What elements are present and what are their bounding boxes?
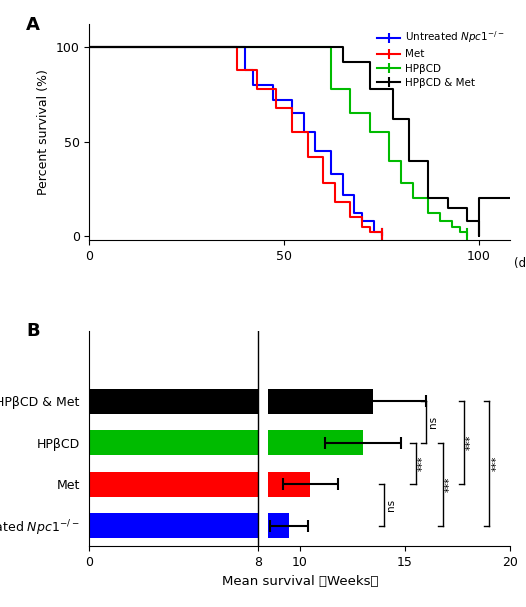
Bar (89, 430, 258, 455)
Legend: Untreated $\it{Npc1}$$^{-/-}$, Met, HPβCD, HPβCD & Met: Untreated $\it{Npc1}$$^{-/-}$, Met, HPβC… (377, 30, 505, 88)
Bar (268, 472, 310, 497)
Text: A: A (26, 16, 40, 33)
Text: ***: *** (445, 476, 455, 492)
Text: B: B (26, 322, 40, 340)
X-axis label: Mean survival （Weeks）: Mean survival （Weeks） (221, 575, 378, 588)
Bar (89, 472, 258, 497)
Text: ns: ns (386, 499, 396, 511)
Bar (268, 388, 373, 413)
Text: (days after birth): (days after birth) (514, 257, 526, 270)
Bar (268, 430, 363, 455)
Text: ***: *** (418, 456, 428, 471)
Y-axis label: Percent survival (%): Percent survival (%) (37, 69, 50, 195)
Text: ns: ns (428, 416, 438, 428)
Text: ***: *** (491, 456, 501, 471)
Bar (89, 513, 258, 538)
Text: ***: *** (466, 435, 476, 450)
Bar (268, 513, 289, 538)
Bar (89, 388, 258, 413)
